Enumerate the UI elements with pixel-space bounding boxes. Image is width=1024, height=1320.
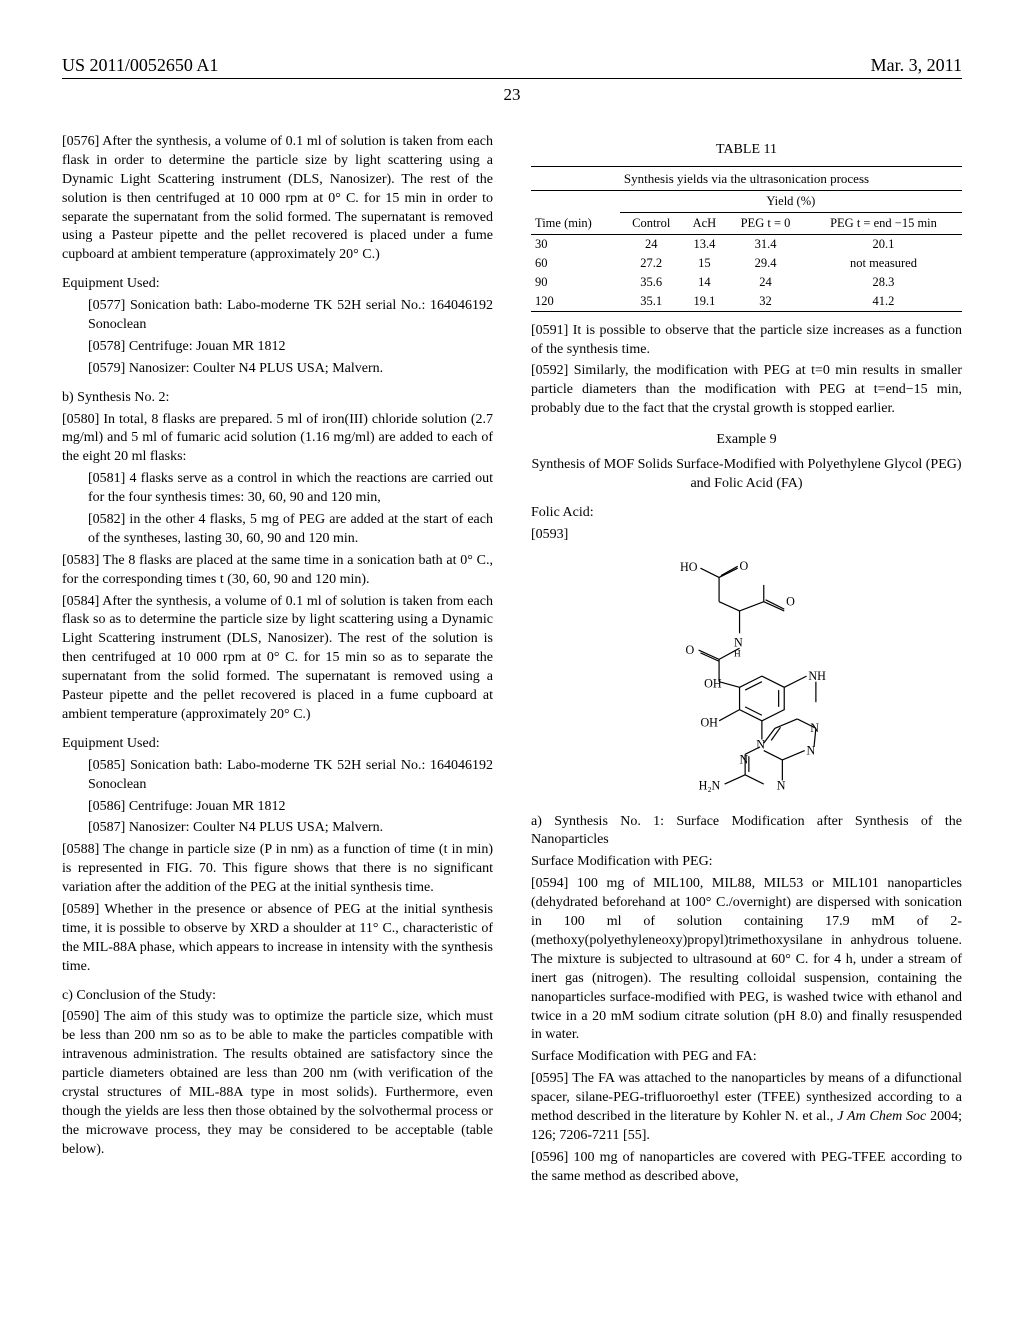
para-0576: [0576] After the synthesis, a volume of … xyxy=(62,133,493,265)
para-0577: [0577] Sonication bath: Labo-moderne TK … xyxy=(88,297,493,335)
para-0592: [0592] Similarly, the modification with … xyxy=(531,362,962,419)
svg-text:N: N xyxy=(756,737,765,751)
folic-acid-structure: HO O O N H O xyxy=(607,557,887,799)
svg-text:N: N xyxy=(739,752,748,766)
para-0582: [0582] in the other 4 flasks, 5 mg of PE… xyxy=(88,511,493,549)
para-0596: [0596] 100 mg of nanoparticles are cover… xyxy=(531,1149,962,1187)
para-0589: [0589] Whether in the presence or absenc… xyxy=(62,901,493,977)
para-0595: [0595] The FA was attached to the nanopa… xyxy=(531,1070,962,1146)
para-0586: [0586] Centrifuge: Jouan MR 1812 xyxy=(88,798,493,817)
svg-text:O: O xyxy=(685,642,694,656)
publication-date: Mar. 3, 2011 xyxy=(871,55,962,76)
th-yield: Yield (%) xyxy=(620,191,962,212)
table-11-data: Time (min) Yield (%) Control AcH PEG t =… xyxy=(531,191,962,311)
table-11-label: TABLE 11 xyxy=(531,141,962,160)
svg-text:O: O xyxy=(739,559,748,573)
synthesis-2-heading: b) Synthesis No. 2: xyxy=(62,389,493,408)
table-row: 90 35.6 14 24 28.3 xyxy=(531,273,962,292)
para-0584: [0584] After the synthesis, a volume of … xyxy=(62,593,493,725)
example-9-title: Synthesis of MOF Solids Surface-Modified… xyxy=(531,456,962,494)
svg-text:N: N xyxy=(733,635,742,649)
equipment-used-heading-1: Equipment Used: xyxy=(62,275,493,294)
table-row: 120 35.1 19.1 32 41.2 xyxy=(531,292,962,311)
page-number: 23 xyxy=(62,85,962,105)
svg-text:N: N xyxy=(810,721,819,735)
page-header: US 2011/0052650 A1 Mar. 3, 2011 xyxy=(62,55,962,79)
th-peg0: PEG t = 0 xyxy=(726,213,805,235)
svg-text:N: N xyxy=(776,778,785,792)
example-9-label: Example 9 xyxy=(531,431,962,450)
th-control: Control xyxy=(620,213,683,235)
folic-acid-heading: Folic Acid: xyxy=(531,504,962,523)
para-0578: [0578] Centrifuge: Jouan MR 1812 xyxy=(88,338,493,357)
para-0587: [0587] Nanosizer: Coulter N4 PLUS USA; M… xyxy=(88,819,493,838)
surface-mod-pegfa-heading: Surface Modification with PEG and FA: xyxy=(531,1048,962,1067)
th-ach: AcH xyxy=(683,213,726,235)
para-0579: [0579] Nanosizer: Coulter N4 PLUS USA; M… xyxy=(88,360,493,379)
para-0580: [0580] In total, 8 flasks are prepared. … xyxy=(62,411,493,468)
svg-text:OH: OH xyxy=(704,676,722,690)
table-11-caption: Synthesis yields via the ultrasonication… xyxy=(531,170,962,192)
synthesis-1-heading: a) Synthesis No. 1: Surface Modification… xyxy=(531,813,962,851)
svg-text:OH: OH xyxy=(700,715,718,729)
table-11: TABLE 11 Synthesis yields via the ultras… xyxy=(531,141,962,312)
svg-text:HO: HO xyxy=(679,560,697,574)
para-0585: [0585] Sonication bath: Labo-moderne TK … xyxy=(88,757,493,795)
table-row: 60 27.2 15 29.4 not measured xyxy=(531,254,962,273)
para-0591: [0591] It is possible to observe that th… xyxy=(531,322,962,360)
para-0581: [0581] 4 flasks serve as a control in wh… xyxy=(88,470,493,508)
publication-number: US 2011/0052650 A1 xyxy=(62,55,218,76)
para-0590: [0590] The aim of this study was to opti… xyxy=(62,1008,493,1159)
para-0583: [0583] The 8 flasks are placed at the sa… xyxy=(62,552,493,590)
table-row: 30 24 13.4 31.4 20.1 xyxy=(531,235,962,254)
svg-text:NH: NH xyxy=(808,668,826,682)
para-0594: [0594] 100 mg of MIL100, MIL88, MIL53 or… xyxy=(531,875,962,1045)
th-time: Time (min) xyxy=(531,191,620,234)
body-columns: [0576] After the synthesis, a volume of … xyxy=(62,133,962,1263)
para-0588: [0588] The change in particle size (P in… xyxy=(62,841,493,898)
svg-text:O: O xyxy=(786,594,795,608)
conclusion-heading: c) Conclusion of the Study: xyxy=(62,987,493,1006)
equipment-used-heading-2: Equipment Used: xyxy=(62,735,493,754)
th-pegend: PEG t = end −15 min xyxy=(805,213,962,235)
surface-mod-peg-heading: Surface Modification with PEG: xyxy=(531,853,962,872)
svg-text:H₂N: H₂N xyxy=(698,778,720,792)
para-0593: [0593] xyxy=(531,526,962,545)
